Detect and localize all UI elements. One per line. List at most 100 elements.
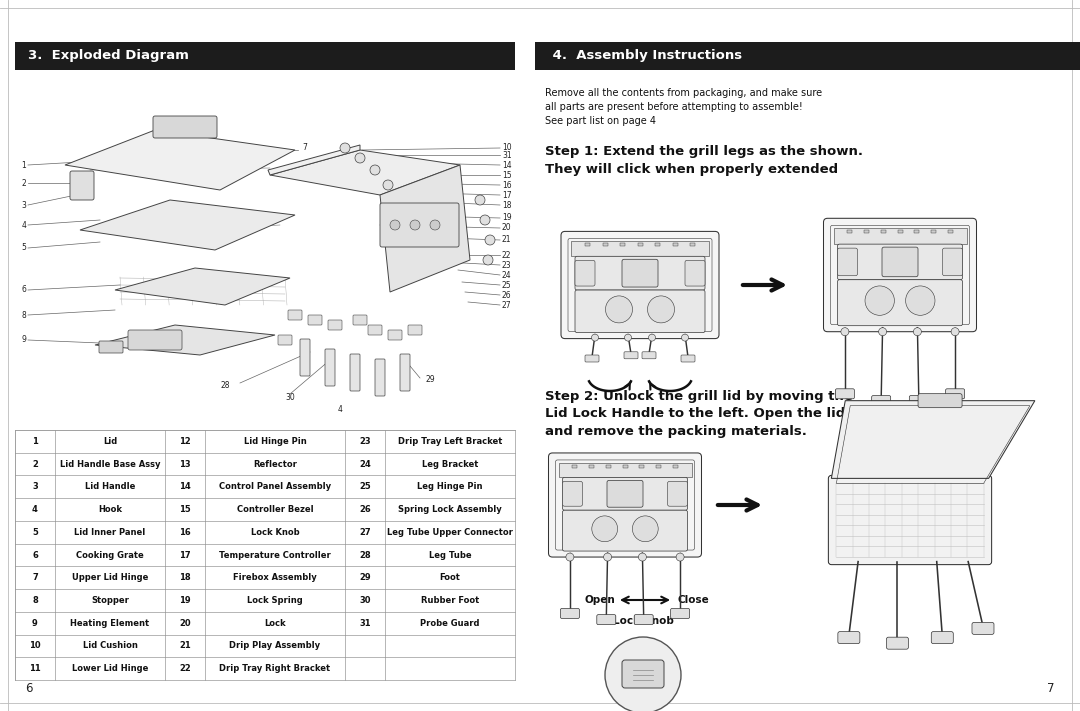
Text: 7: 7 (1048, 682, 1055, 695)
Bar (948, 230, 954, 233)
Text: 22: 22 (179, 664, 191, 673)
Text: Temperature Controller: Temperature Controller (219, 550, 330, 560)
Text: 1: 1 (22, 161, 26, 169)
Circle shape (914, 328, 921, 336)
Text: 1: 1 (32, 437, 38, 446)
Text: Drip Tray Right Bracket: Drip Tray Right Bracket (219, 664, 330, 673)
Text: Leg Tube: Leg Tube (429, 550, 471, 560)
Bar (585, 243, 590, 247)
Text: 28: 28 (220, 380, 230, 390)
Text: 27: 27 (502, 301, 512, 309)
Text: 4.  Assembly Instructions: 4. Assembly Instructions (548, 50, 742, 63)
Text: 3.  Exploded Diagram: 3. Exploded Diagram (28, 50, 189, 63)
Text: Lid Handle: Lid Handle (85, 482, 135, 491)
Bar (847, 230, 852, 233)
Text: 14: 14 (179, 482, 191, 491)
Text: 7: 7 (32, 573, 38, 582)
Text: Control Panel Assembly: Control Panel Assembly (219, 482, 332, 491)
Circle shape (676, 553, 684, 561)
Text: 7: 7 (302, 144, 307, 152)
Bar (880, 230, 886, 233)
FancyBboxPatch shape (400, 354, 410, 391)
Text: 6: 6 (32, 550, 38, 560)
Text: Open: Open (584, 595, 615, 605)
Text: 26: 26 (360, 505, 370, 514)
Circle shape (681, 334, 689, 341)
Bar (622, 465, 627, 468)
Text: Step 1: Extend the grill legs as the shown.
They will click when properly extend: Step 1: Extend the grill legs as the sho… (545, 145, 863, 176)
Circle shape (648, 296, 675, 323)
Bar (620, 243, 625, 247)
FancyBboxPatch shape (288, 310, 302, 320)
FancyBboxPatch shape (838, 631, 860, 643)
FancyBboxPatch shape (667, 481, 688, 506)
Text: 9: 9 (32, 619, 38, 628)
Text: 31: 31 (360, 619, 370, 628)
Text: 9: 9 (22, 336, 26, 345)
Circle shape (592, 516, 618, 542)
Text: Lid Inner Panel: Lid Inner Panel (75, 528, 146, 537)
Text: 25: 25 (360, 482, 370, 491)
Text: 27: 27 (360, 528, 370, 537)
FancyBboxPatch shape (70, 171, 94, 200)
Text: 6: 6 (25, 682, 32, 695)
Bar (673, 465, 678, 468)
FancyBboxPatch shape (622, 260, 658, 287)
FancyBboxPatch shape (300, 339, 310, 376)
FancyBboxPatch shape (549, 453, 702, 557)
Text: Lid Cushion: Lid Cushion (82, 641, 137, 651)
Text: Leg Hinge Pin: Leg Hinge Pin (417, 482, 483, 491)
Circle shape (648, 334, 656, 341)
FancyBboxPatch shape (642, 352, 656, 359)
Polygon shape (380, 165, 470, 292)
Text: 26: 26 (502, 291, 512, 299)
Polygon shape (65, 130, 295, 190)
Text: Lower Lid Hinge: Lower Lid Hinge (71, 664, 148, 673)
Bar (15, 42, 515, 70)
Circle shape (592, 334, 598, 341)
Text: 10: 10 (29, 641, 41, 651)
FancyBboxPatch shape (887, 637, 908, 649)
Circle shape (951, 328, 959, 336)
Polygon shape (268, 145, 360, 175)
FancyBboxPatch shape (153, 116, 217, 138)
FancyBboxPatch shape (607, 481, 643, 507)
FancyBboxPatch shape (561, 231, 719, 338)
Polygon shape (80, 200, 295, 250)
Text: 6: 6 (22, 286, 26, 294)
FancyBboxPatch shape (634, 614, 653, 625)
FancyBboxPatch shape (836, 389, 854, 399)
Text: 19: 19 (502, 213, 512, 223)
Text: Lock Knob: Lock Knob (251, 528, 299, 537)
Text: Lock Spring: Lock Spring (247, 596, 302, 605)
Text: 20: 20 (179, 619, 191, 628)
Text: 19: 19 (179, 596, 191, 605)
FancyBboxPatch shape (575, 290, 705, 333)
FancyBboxPatch shape (308, 315, 322, 325)
FancyBboxPatch shape (350, 354, 360, 391)
Bar (606, 465, 610, 468)
Text: Step 2: Unlock the grill lid by moving the
Lid Lock Handle to the left. Open the: Step 2: Unlock the grill lid by moving t… (545, 390, 853, 438)
Text: 25: 25 (502, 281, 512, 289)
Circle shape (383, 180, 393, 190)
Text: Leg Tube Upper Connector: Leg Tube Upper Connector (387, 528, 513, 537)
Text: 15: 15 (502, 171, 512, 179)
Text: 10: 10 (502, 144, 512, 152)
FancyBboxPatch shape (375, 359, 384, 396)
Bar (690, 243, 696, 247)
FancyBboxPatch shape (909, 395, 929, 405)
Text: 21: 21 (179, 641, 191, 651)
FancyBboxPatch shape (563, 481, 582, 506)
Polygon shape (114, 268, 291, 305)
FancyBboxPatch shape (943, 248, 962, 276)
Text: 18: 18 (179, 573, 191, 582)
Text: Upper Lid Hinge: Upper Lid Hinge (71, 573, 148, 582)
Text: Probe Guard: Probe Guard (420, 619, 480, 628)
FancyBboxPatch shape (837, 248, 858, 276)
Text: 3: 3 (32, 482, 38, 491)
Circle shape (475, 195, 485, 205)
FancyBboxPatch shape (918, 394, 962, 407)
FancyBboxPatch shape (828, 476, 991, 565)
Circle shape (390, 220, 400, 230)
Circle shape (566, 553, 573, 561)
